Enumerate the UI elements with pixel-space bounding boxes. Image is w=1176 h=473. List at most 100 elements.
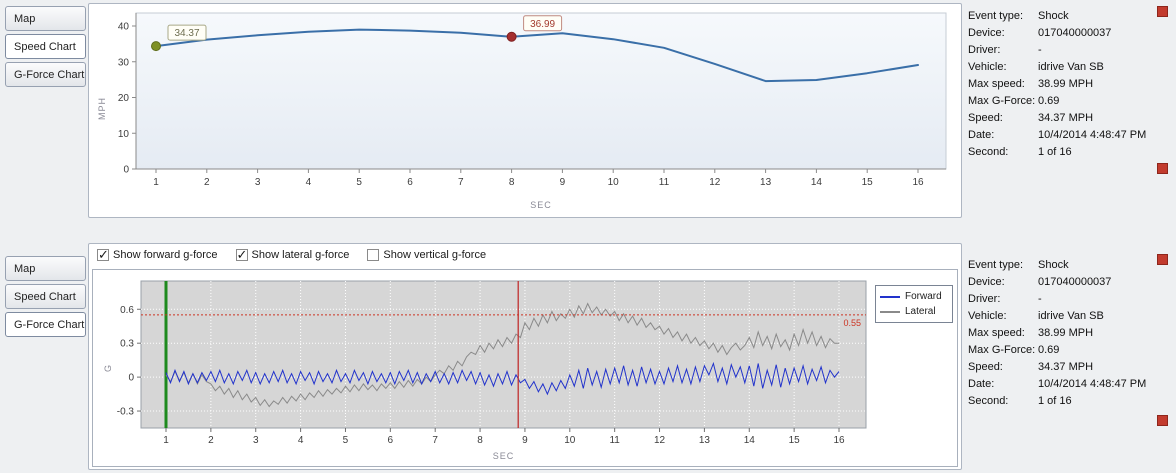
detail-label: Max G-Force: — [968, 95, 1036, 107]
svg-text:13: 13 — [699, 435, 711, 446]
bottom-tab-strip: Map Speed Chart G-Force Chart — [5, 256, 86, 340]
checkbox-icon — [367, 249, 380, 261]
detail-row: Max speed: 38.99 MPH — [968, 76, 1164, 93]
svg-text:0.3: 0.3 — [120, 339, 134, 350]
svg-text:9: 9 — [522, 435, 528, 446]
detail-row: Date: 10/4/2014 4:48:47 PM — [968, 127, 1164, 144]
legend-label: Forward — [905, 291, 942, 302]
svg-text:6: 6 — [407, 177, 413, 188]
detail-label: Max G-Force: — [968, 344, 1036, 356]
tab-speed-chart[interactable]: Speed Chart — [5, 284, 86, 309]
svg-text:-0.3: -0.3 — [117, 407, 135, 418]
speed-chart-container: 0 10 20 30 40 1 2 3 4 5 6 7 8 9 10 11 12 13 14 15 16 34.37 36.… — [88, 3, 962, 218]
detail-row: Date: 10/4/2014 4:48:47 PM — [968, 376, 1164, 393]
checkbox-show-lateral-gforce[interactable]: Show lateral g-force — [235, 247, 350, 263]
detail-label: Speed: — [968, 361, 1003, 373]
svg-text:2: 2 — [204, 177, 210, 188]
detail-value: 38.99 MPH — [1038, 327, 1094, 339]
detail-value: - — [1038, 44, 1042, 56]
forward-line-swatch-icon — [880, 295, 900, 298]
top-tab-strip: Map Speed Chart G-Force Chart — [5, 6, 86, 90]
detail-label: Vehicle: — [968, 61, 1007, 73]
tab-speed-chart[interactable]: Speed Chart — [5, 34, 86, 59]
svg-text:5: 5 — [356, 177, 362, 188]
detail-value: idrive Van SB — [1038, 310, 1104, 322]
detail-value: 34.37 MPH — [1038, 361, 1094, 373]
detail-label: Second: — [968, 146, 1009, 158]
checkbox-show-forward-gforce[interactable]: Show forward g-force — [97, 247, 218, 263]
svg-text:15: 15 — [862, 177, 874, 188]
detail-value: 017040000037 — [1038, 27, 1112, 39]
svg-text:40: 40 — [118, 22, 130, 33]
detail-row: Max G-Force: 0.69 — [968, 342, 1164, 359]
svg-text:3: 3 — [255, 177, 261, 188]
detail-value: 017040000037 — [1038, 276, 1112, 288]
tab-gforce-chart[interactable]: G-Force Chart — [5, 312, 86, 337]
detail-row: Device: 017040000037 — [968, 25, 1164, 42]
event-details-panel-bottom: Event type: Shock Device: 017040000037 Dri… — [968, 257, 1164, 410]
detail-label: Driver: — [968, 293, 1001, 305]
tab-map[interactable]: Map — [5, 6, 86, 31]
svg-text:14: 14 — [744, 435, 756, 446]
detail-row: Device: 017040000037 — [968, 274, 1164, 291]
svg-text:12: 12 — [709, 177, 721, 188]
detail-row: Vehicle: idrive Van SB — [968, 59, 1164, 76]
svg-text:30: 30 — [118, 57, 130, 68]
svg-text:8: 8 — [477, 435, 483, 446]
tab-map[interactable]: Map — [5, 256, 86, 281]
detail-row: Speed: 34.37 MPH — [968, 359, 1164, 376]
svg-text:8: 8 — [509, 177, 515, 188]
detail-value: 1 of 16 — [1038, 146, 1072, 158]
legend-item-lateral: Lateral — [880, 304, 948, 319]
svg-text:3: 3 — [253, 435, 259, 446]
lateral-line-swatch-icon — [880, 310, 900, 313]
tab-gforce-chart[interactable]: G-Force Chart — [5, 62, 86, 87]
svg-text:15: 15 — [789, 435, 801, 446]
svg-text:5: 5 — [343, 435, 349, 446]
detail-row: Driver: - — [968, 291, 1164, 308]
gforce-y-axis-title: G — [103, 363, 113, 372]
scroll-down-button[interactable] — [1157, 415, 1168, 426]
detail-label: Driver: — [968, 44, 1001, 56]
detail-label: Max speed: — [968, 327, 1025, 339]
svg-text:34.37: 34.37 — [174, 28, 199, 39]
gforce-options-row: Show forward g-force Show lateral g-forc… — [97, 247, 486, 263]
checkbox-show-vertical-gforce[interactable]: Show vertical g-force — [367, 249, 486, 261]
scroll-down-button[interactable] — [1157, 163, 1168, 174]
gforce-plot-frame: 1 2 3 4 5 6 7 8 9 10 11 12 13 14 15 16 -0.3 0 0.3 0.6 0.55 G… — [92, 269, 958, 467]
svg-text:14: 14 — [811, 177, 823, 188]
detail-value: idrive Van SB — [1038, 61, 1104, 73]
checkbox-label: Show forward g-force — [113, 249, 218, 261]
detail-value: 38.99 MPH — [1038, 78, 1094, 90]
detail-value: 0.69 — [1038, 95, 1060, 107]
svg-text:10: 10 — [564, 435, 576, 446]
scroll-up-button[interactable] — [1157, 6, 1168, 17]
svg-text:10: 10 — [118, 129, 130, 140]
detail-row: Event type: Shock — [968, 8, 1164, 25]
svg-text:4: 4 — [298, 435, 304, 446]
detail-value: 1 of 16 — [1038, 395, 1072, 407]
detail-label: Event type: — [968, 259, 1024, 271]
checkbox-label: Show lateral g-force — [251, 249, 350, 261]
detail-value: Shock — [1038, 259, 1069, 271]
svg-text:0.6: 0.6 — [120, 305, 134, 316]
gforce-chart-plot[interactable]: 1 2 3 4 5 6 7 8 9 10 11 12 13 14 15 16-0.300.30.60.55 — [93, 270, 883, 467]
checkbox-icon — [235, 247, 248, 263]
svg-text:16: 16 — [912, 177, 924, 188]
svg-text:6: 6 — [388, 435, 394, 446]
checkbox-label: Show vertical g-force — [383, 249, 487, 261]
detail-label: Device: — [968, 27, 1005, 39]
gforce-x-axis-title: SEC — [492, 451, 515, 461]
detail-row: Second: 1 of 16 — [968, 393, 1164, 410]
svg-text:1: 1 — [153, 177, 159, 188]
detail-row: Max G-Force: 0.69 — [968, 93, 1164, 110]
detail-label: Second: — [968, 395, 1009, 407]
detail-label: Max speed: — [968, 78, 1025, 90]
svg-text:7: 7 — [432, 435, 438, 446]
scroll-up-button[interactable] — [1157, 254, 1168, 265]
detail-label: Device: — [968, 276, 1005, 288]
detail-value: - — [1038, 293, 1042, 305]
svg-text:2: 2 — [208, 435, 214, 446]
